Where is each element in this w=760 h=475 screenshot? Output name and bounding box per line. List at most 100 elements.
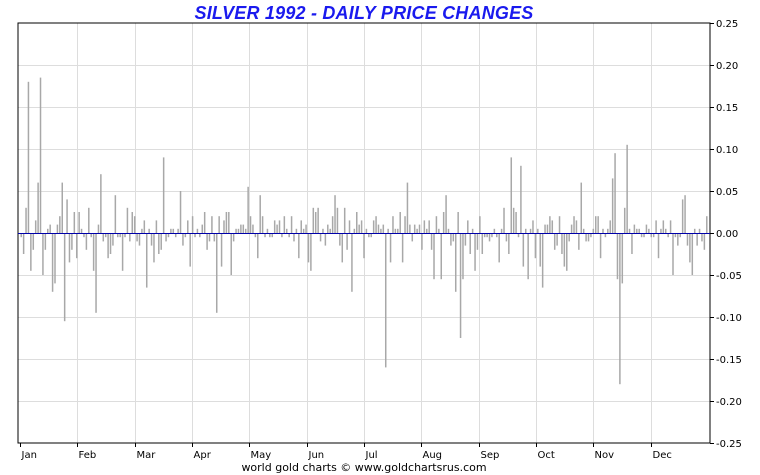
x-tick-label: Jun xyxy=(308,450,325,461)
price-change-bar xyxy=(669,220,672,233)
price-change-bar xyxy=(305,224,307,233)
price-change-bar xyxy=(684,195,686,233)
price-change-bar xyxy=(457,212,459,233)
y-tick-label: 0.05 xyxy=(716,187,738,198)
price-change-bar xyxy=(553,233,556,250)
price-change-bar xyxy=(44,233,47,250)
price-change-bar xyxy=(488,233,491,242)
price-change-bar xyxy=(534,233,537,259)
price-change-bar xyxy=(218,216,220,233)
price-change-bar xyxy=(273,220,276,233)
price-change-bar xyxy=(174,233,177,238)
price-change-bar xyxy=(454,233,457,292)
price-change-bar xyxy=(184,233,187,238)
price-change-bar xyxy=(220,233,223,267)
price-change-bar xyxy=(254,233,257,238)
price-change-bar xyxy=(88,207,90,233)
price-change-bar xyxy=(389,233,392,263)
price-change-bar xyxy=(643,233,645,238)
price-change-bar xyxy=(211,216,213,233)
price-change-bar xyxy=(609,220,611,233)
price-change-bar xyxy=(47,228,49,233)
price-change-bar xyxy=(298,233,300,259)
price-change-bar xyxy=(346,233,348,250)
price-change-bar xyxy=(215,233,218,313)
price-change-bar xyxy=(136,233,138,242)
price-change-bar xyxy=(172,228,175,233)
price-change-bar xyxy=(703,233,706,250)
price-change-bar xyxy=(636,228,638,233)
price-change-bar xyxy=(196,228,199,233)
price-change-bar xyxy=(30,233,32,271)
price-change-bar xyxy=(331,216,334,233)
price-change-bar xyxy=(447,228,450,233)
price-change-bar xyxy=(599,233,602,259)
price-change-bar xyxy=(377,224,380,233)
price-change-bar xyxy=(160,233,162,250)
price-change-bar xyxy=(343,207,346,233)
price-change-bar xyxy=(520,165,522,233)
price-change-bar xyxy=(640,233,643,238)
price-change-bar xyxy=(652,233,655,238)
y-tick-label: -0.25 xyxy=(716,439,742,450)
x-tick-label: Feb xyxy=(79,450,97,461)
price-change-bar xyxy=(25,207,27,233)
price-change-bar xyxy=(515,212,517,233)
price-change-bar xyxy=(544,224,546,233)
price-change-bar xyxy=(257,233,259,259)
x-tick-label: Jul xyxy=(365,450,378,461)
price-change-bar xyxy=(539,233,541,267)
price-change-bar xyxy=(529,228,532,233)
price-change-bar xyxy=(527,233,529,280)
price-change-bar xyxy=(498,233,500,263)
price-change-bar xyxy=(141,228,143,233)
price-change-bar xyxy=(83,233,85,238)
price-change-bar xyxy=(189,233,191,267)
price-change-bar xyxy=(679,233,681,238)
price-change-bar xyxy=(80,228,83,233)
price-change-bar xyxy=(392,216,394,233)
price-change-bar xyxy=(693,228,696,233)
x-tick-label: Nov xyxy=(595,450,615,461)
price-change-bar xyxy=(109,233,112,254)
price-change-bar xyxy=(336,207,339,233)
price-change-bar xyxy=(595,216,597,233)
price-change-bar xyxy=(471,228,474,233)
price-change-bar xyxy=(380,228,382,233)
price-change-bar xyxy=(66,199,68,233)
price-change-bar xyxy=(85,233,88,250)
price-change-bar xyxy=(650,233,653,238)
price-change-bar xyxy=(252,224,254,233)
price-change-bar xyxy=(59,216,61,233)
price-change-bar xyxy=(698,228,701,233)
price-change-bar xyxy=(283,216,286,233)
price-change-bar xyxy=(293,233,295,242)
price-change-bar xyxy=(170,228,172,233)
price-change-bar xyxy=(179,191,182,233)
price-change-bar xyxy=(310,233,312,271)
price-change-bar xyxy=(645,224,648,233)
price-change-bar xyxy=(341,233,344,263)
price-change-bar xyxy=(71,233,73,250)
price-change-bar xyxy=(614,153,616,233)
price-change-bar xyxy=(39,77,42,233)
y-tick-label: 0.25 xyxy=(716,19,738,30)
price-change-bar xyxy=(232,233,235,242)
x-tick-label: Jan xyxy=(21,450,37,461)
price-change-bar xyxy=(706,216,708,233)
price-change-bar xyxy=(27,81,30,233)
price-change-bar xyxy=(295,228,298,233)
price-change-bar xyxy=(602,228,604,233)
price-change-bar xyxy=(131,212,133,233)
price-change-bar xyxy=(582,228,585,233)
y-tick-label: 0.00 xyxy=(716,229,738,240)
price-change-bar xyxy=(92,233,95,271)
price-change-bar xyxy=(145,233,148,288)
price-change-bar xyxy=(638,228,640,233)
price-change-bar xyxy=(32,233,35,250)
price-change-bar xyxy=(73,212,76,233)
price-change-bar xyxy=(107,233,109,259)
price-change-bar xyxy=(288,233,290,238)
price-change-bar xyxy=(34,220,37,233)
price-change-bar xyxy=(404,216,406,233)
